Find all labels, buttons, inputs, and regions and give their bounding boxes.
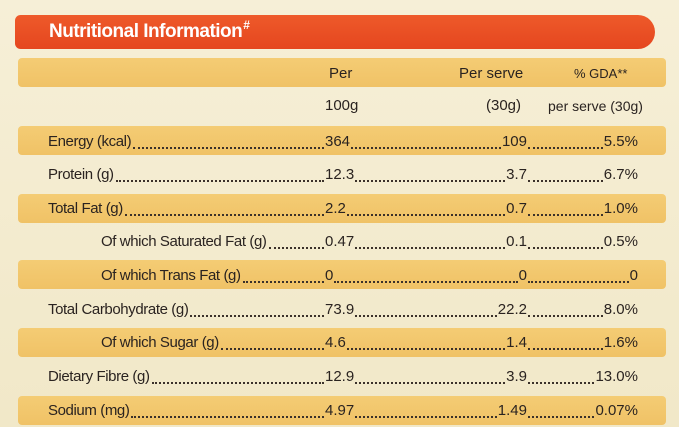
nutrient-label: Total Carbohydrate (g) xyxy=(48,301,189,318)
value-per-serve: 0 xyxy=(518,267,527,284)
value-per-100g: 12.9 xyxy=(325,368,355,385)
col-per100-line2: 100g xyxy=(325,97,359,114)
dot-leader xyxy=(355,416,497,418)
stripe xyxy=(18,126,666,155)
col-gda-line2: per serve (30g) xyxy=(548,98,643,114)
nutrient-row: Of which Trans Fat (g) 0 0 0 xyxy=(0,262,679,290)
dot-leader xyxy=(190,315,324,317)
nutrient-row: Sodium (mg) 4.97 1.49 0.07% xyxy=(0,397,679,425)
value-per-serve: 1.4 xyxy=(506,334,527,351)
nutrient-row: Energy (kcal) 364 109 5.5% xyxy=(0,128,679,156)
value-gda: 13.0% xyxy=(595,368,638,385)
stripe xyxy=(18,396,666,425)
value-per-100g: 2.2 xyxy=(325,200,346,217)
dot-leader xyxy=(152,382,324,384)
dot-leader xyxy=(528,315,603,317)
dot-leader xyxy=(528,382,594,384)
dot-leader xyxy=(347,348,505,350)
dot-leader xyxy=(528,247,603,249)
nutrient-label: Dietary Fibre (g) xyxy=(48,368,150,385)
dot-leader xyxy=(355,382,505,384)
nutrient-label: Total Fat (g) xyxy=(48,200,123,217)
stripe xyxy=(18,328,666,357)
value-gda: 0 xyxy=(629,267,638,284)
value-per-100g: 0.47 xyxy=(325,233,355,250)
nutrient-row: Protein (g) 12.3 3.7 6.7% xyxy=(0,161,679,189)
panel-title-mark: # xyxy=(243,18,250,32)
dot-leader xyxy=(528,281,629,283)
dot-leader xyxy=(334,281,518,283)
dot-leader xyxy=(355,315,497,317)
dot-leader xyxy=(528,348,603,350)
col-perserve-line1: Per serve xyxy=(459,65,524,82)
dot-leader xyxy=(133,147,324,149)
value-per-serve: 3.9 xyxy=(506,368,527,385)
stripe xyxy=(18,58,666,87)
value-per-serve: 22.2 xyxy=(497,301,527,318)
nutrient-row: Of which Sugar (g) 4.6 1.4 1.6% xyxy=(0,329,679,357)
dot-leader xyxy=(355,247,505,249)
dot-leader xyxy=(116,180,324,182)
col-perserve-line2: (30g) xyxy=(486,97,522,114)
panel-title-text: Nutritional Information xyxy=(49,21,243,42)
dot-leader xyxy=(528,147,603,149)
value-per-serve: 1.49 xyxy=(497,402,527,419)
value-per-100g: 4.97 xyxy=(325,402,355,419)
nutrient-label: Of which Saturated Fat (g) xyxy=(101,233,267,250)
value-gda: 6.7% xyxy=(603,166,638,183)
panel-title: Nutritional Information# xyxy=(15,15,655,49)
nutrient-label: Protein (g) xyxy=(48,166,114,183)
dot-leader xyxy=(243,281,324,283)
dot-leader xyxy=(528,180,603,182)
nutrient-row: Dietary Fibre (g) 12.9 3.9 13.0% xyxy=(0,363,679,391)
nutrient-label: Of which Sugar (g) xyxy=(101,334,219,351)
col-per100-line1: Per xyxy=(329,65,353,82)
dot-leader xyxy=(125,214,324,216)
value-per-100g: 4.6 xyxy=(325,334,346,351)
value-per-100g: 73.9 xyxy=(325,301,355,318)
nutrient-label: Of which Trans Fat (g) xyxy=(101,267,241,284)
nutrient-row: Total Fat (g) 2.2 0.7 1.0% xyxy=(0,195,679,223)
stripe xyxy=(18,260,666,289)
value-gda: 1.6% xyxy=(603,334,638,351)
value-per-serve: 0.1 xyxy=(506,233,527,250)
dot-leader xyxy=(269,247,324,249)
value-per-serve: 0.7 xyxy=(506,200,527,217)
stripe xyxy=(18,194,666,223)
value-per-100g: 364 xyxy=(325,133,351,150)
value-gda: 0.07% xyxy=(595,402,638,419)
dot-leader xyxy=(221,348,324,350)
value-gda: 5.5% xyxy=(603,133,638,150)
nutrient-label: Energy (kcal) xyxy=(48,133,132,150)
dot-leader xyxy=(528,214,603,216)
value-per-100g: 12.3 xyxy=(325,166,355,183)
value-per-serve: 109 xyxy=(501,133,527,150)
nutrient-label: Sodium (mg) xyxy=(48,402,130,419)
value-gda: 8.0% xyxy=(603,301,638,318)
value-gda: 1.0% xyxy=(603,200,638,217)
dot-leader xyxy=(355,180,505,182)
nutrient-row: Total Carbohydrate (g) 73.9 22.2 8.0% xyxy=(0,296,679,324)
nutrient-row: Of which Saturated Fat (g) 0.47 0.1 0.5% xyxy=(0,228,679,256)
dot-leader xyxy=(131,416,324,418)
col-gda-line1: % GDA** xyxy=(574,66,628,81)
dot-leader xyxy=(347,214,505,216)
value-gda: 0.5% xyxy=(603,233,638,250)
dot-leader xyxy=(351,147,501,149)
value-per-100g: 0 xyxy=(325,267,334,284)
value-per-serve: 3.7 xyxy=(506,166,527,183)
dot-leader xyxy=(528,416,594,418)
